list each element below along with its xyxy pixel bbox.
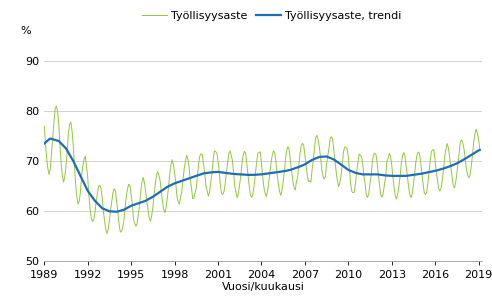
Työllisyysaste [269, 153, 275, 157]
Työllisyysaste [41, 124, 47, 128]
Työllisyysaste [477, 147, 483, 150]
Työllisyysaste [368, 174, 374, 178]
Työllisyysaste, trendi [194, 174, 200, 177]
Työllisyysaste [357, 154, 363, 157]
Työllisyysaste, trendi [41, 142, 47, 145]
Työllisyysaste, trendi [357, 172, 363, 176]
Legend: Työllisyysaste, Työllisyysaste, trendi: Työllisyysaste, Työllisyysaste, trendi [142, 11, 401, 21]
Työllisyysaste, trendi [368, 173, 374, 176]
Työllisyysaste, trendi [421, 171, 427, 175]
Työllisyysaste [194, 174, 200, 178]
Työllisyysaste [366, 191, 372, 195]
Text: %: % [20, 26, 31, 36]
Työllisyysaste, trendi [114, 210, 120, 214]
Työllisyysaste, trendi [366, 173, 372, 176]
Työllisyysaste, trendi [269, 171, 275, 175]
Työllisyysaste [104, 232, 110, 235]
Line: Työllisyysaste, trendi: Työllisyysaste, trendi [44, 138, 480, 212]
X-axis label: Vuosi/kuukausi: Vuosi/kuukausi [222, 282, 305, 292]
Työllisyysaste [421, 191, 427, 195]
Työllisyysaste, trendi [477, 148, 483, 152]
Työllisyysaste, trendi [47, 137, 53, 140]
Työllisyysaste [54, 104, 60, 108]
Line: Työllisyysaste: Työllisyysaste [44, 106, 480, 234]
